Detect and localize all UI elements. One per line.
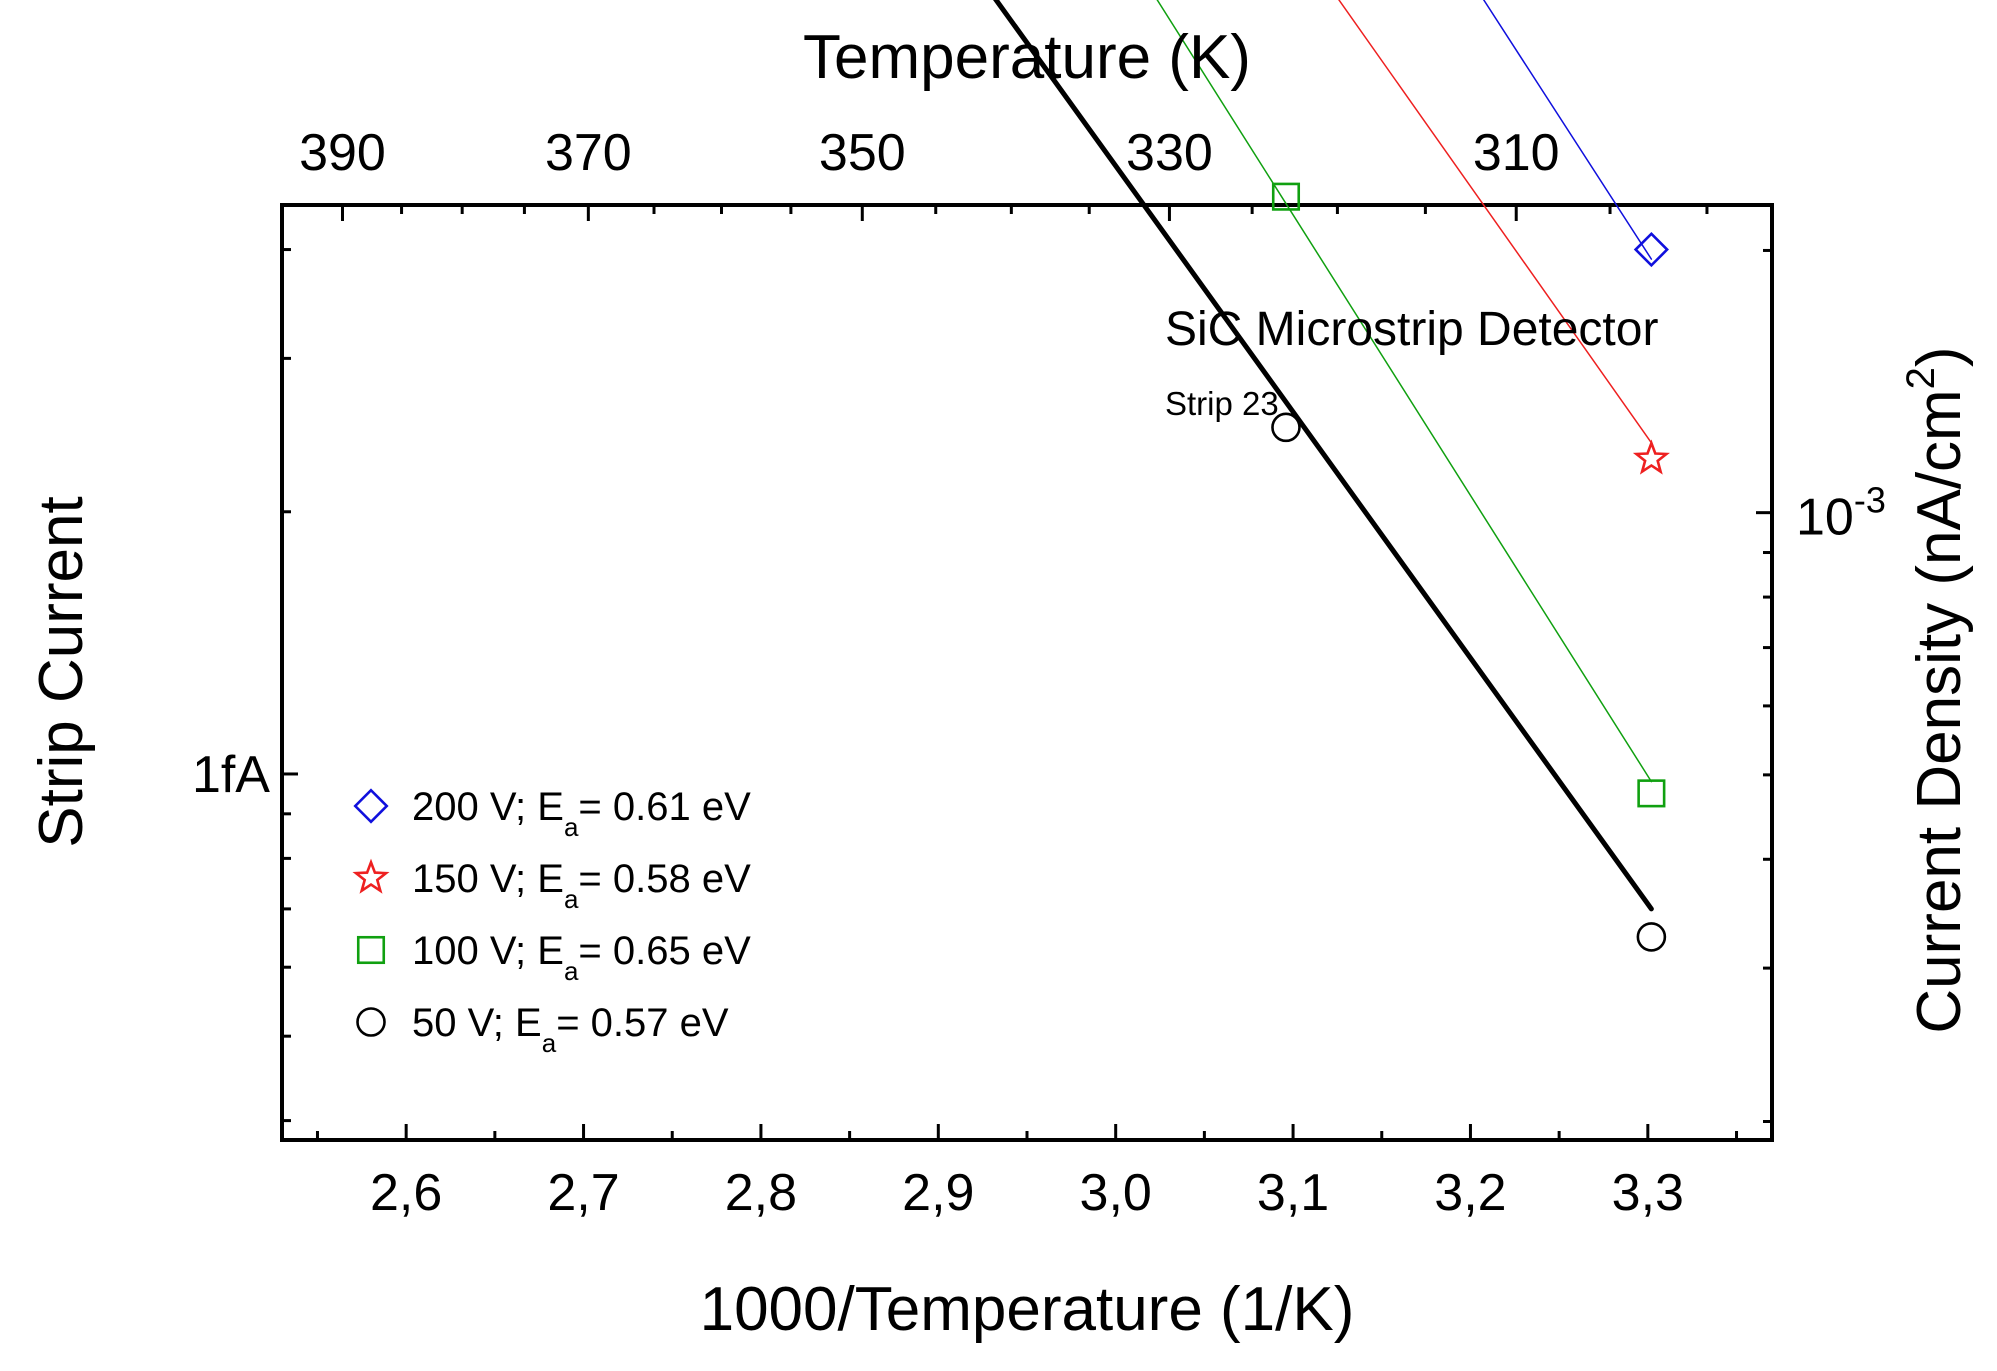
y-right-tick-labels: 10-310-210-1100 — [1796, 480, 1886, 547]
x-tick-label: 3,3 — [1612, 1164, 1684, 1222]
legend-label-sub: a — [564, 884, 579, 914]
x-tick-label: 2,8 — [725, 1164, 797, 1222]
legend-label-ea: = 0.57 eV — [556, 1001, 729, 1045]
x-tick-label: 2,9 — [902, 1164, 974, 1222]
x-tick-label: 2,7 — [547, 1164, 619, 1222]
y-right-axis-title-end: ) — [1905, 346, 1974, 367]
top-axis-title: Temperature (K) — [803, 23, 1251, 92]
legend-label-voltage: 100 V; E — [412, 929, 564, 973]
fit-line — [993, 0, 1654, 912]
x-tick-labels: 2,6 2,7 2,8 2,9 3,0 3,1 3,2 3,3 — [370, 1164, 1684, 1222]
y-left-axis-title: Strip Current — [27, 496, 96, 847]
legend-label: 50 V; Ea= 0.57 eV — [412, 1001, 729, 1058]
x-tick-label: 3,1 — [1257, 1164, 1329, 1222]
top-tick-label: 330 — [1126, 124, 1213, 182]
data-point — [1271, 412, 1301, 443]
y-right-axis-title-main: Current Density (nA/cm — [1905, 389, 1974, 1033]
axis-ticks — [282, 205, 1772, 1140]
legend-marker — [352, 858, 390, 894]
data-point — [1637, 779, 1666, 808]
x-tick-label: 3,0 — [1080, 1164, 1152, 1222]
y-tick-label: 1fA — [192, 746, 270, 804]
data-points — [1271, 182, 1670, 952]
y-right-tick-label: 10-3 — [1796, 480, 1886, 547]
x-tick-label: 3,2 — [1434, 1164, 1506, 1222]
top-tick-labels: 390 370 350 330 310 — [299, 124, 1560, 182]
data-point — [1271, 182, 1301, 211]
legend-label-voltage: 150 V; E — [412, 857, 564, 901]
legend-marker — [356, 935, 386, 965]
y-left-tick-labels: 1fA10fA100fA1pA — [192, 746, 270, 804]
legend-label-ea: = 0.58 eV — [578, 857, 751, 901]
top-tick-label: 350 — [819, 124, 906, 182]
legend-label-sub: a — [564, 812, 579, 842]
y-right-axis-title: Current Density (nA/cm2) — [1899, 346, 1974, 1033]
legend-label-ea: = 0.65 eV — [578, 929, 751, 973]
data-point — [1633, 231, 1669, 268]
fit-lines — [993, 0, 1654, 912]
fit-line — [1338, 0, 1653, 444]
legend-label-sub: a — [564, 956, 579, 986]
legend-label-ea: = 0.61 eV — [578, 785, 751, 829]
data-point — [1632, 439, 1670, 475]
annotation-subtitle: Strip 23 — [1165, 385, 1279, 422]
legend-label: 100 V; Ea= 0.65 eV — [412, 929, 751, 986]
legend-label: 200 V; Ea= 0.61 eV — [412, 785, 751, 842]
x-tick-label: 2,6 — [370, 1164, 442, 1222]
top-tick-label: 370 — [545, 124, 632, 182]
y-right-tick-base: 10 — [1796, 489, 1854, 547]
x-axis-title: 1000/Temperature (1/K) — [700, 1275, 1355, 1344]
legend-label: 150 V; Ea= 0.58 eV — [412, 857, 751, 914]
fit-line — [1156, 0, 1653, 783]
y-right-axis-title-sup: 2 — [1899, 367, 1943, 389]
legend-marker — [353, 788, 389, 824]
top-tick-label: 310 — [1473, 124, 1560, 182]
y-right-tick-exp: -3 — [1854, 480, 1886, 521]
legend-label-voltage: 200 V; E — [412, 785, 564, 829]
legend-marker — [356, 1007, 386, 1037]
annotation-title: SiC Microstrip Detector — [1165, 303, 1658, 356]
top-tick-label: 390 — [299, 124, 386, 182]
legend-label-voltage: 50 V; E — [412, 1001, 542, 1045]
legend-label-sub: a — [542, 1028, 557, 1058]
data-point — [1636, 922, 1667, 952]
